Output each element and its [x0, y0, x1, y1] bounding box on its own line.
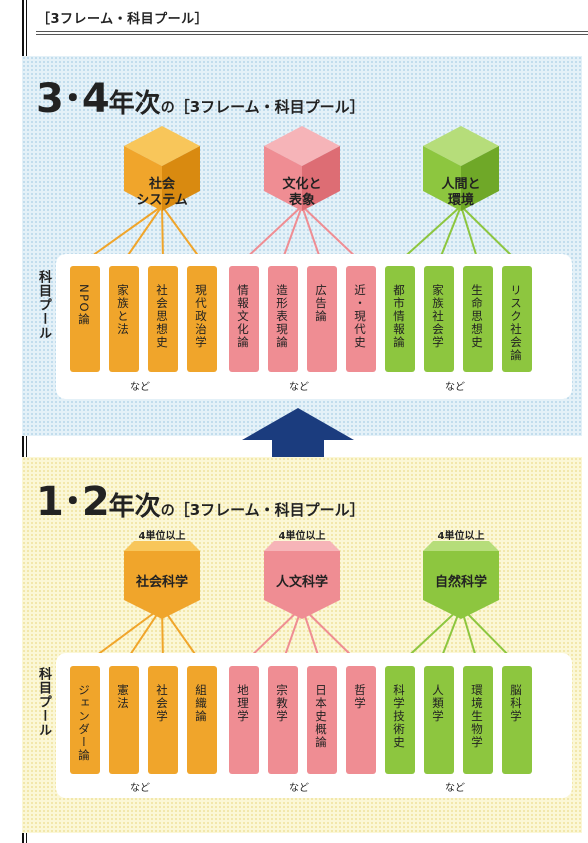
subject-label: 生命思想史 — [470, 284, 484, 349]
subject-label: 地理学 — [236, 684, 250, 723]
lower-prisms — [124, 541, 499, 619]
subject-column: 脳科学 — [502, 666, 532, 774]
subject-column: 都市情報論 — [385, 266, 415, 372]
frame-label-shakai-kagaku: 社会科学 — [135, 575, 188, 590]
subject-label: 広告論 — [314, 284, 328, 323]
frame-label-shakai-system: 社会 システム — [136, 177, 188, 208]
subject-label: 人類学 — [431, 684, 445, 723]
lower-title: 1･2年次の［3フレーム・科目プール］ — [36, 469, 365, 527]
subject-column: 生命思想史 — [463, 266, 493, 372]
lower-panel-1-2: 1･2年次の［3フレーム・科目プール］ 4単位以上 4単位以上 4単位以上 — [22, 457, 582, 833]
nado-label: など — [445, 382, 465, 393]
upper-title: 3･4年次の［3フレーム・科目プール］ — [36, 66, 365, 124]
subject-column: 家族社会学 — [424, 266, 454, 372]
upper-pool-label: 科目プール — [36, 270, 51, 340]
subject-column: リスク社会論 — [502, 266, 532, 372]
nado-label: など — [130, 783, 150, 794]
subject-label: 社会思想史 — [155, 284, 169, 349]
subject-column: 造形表現論 — [268, 266, 298, 372]
upper-panel-3-4: 3･4年次の［3フレーム・科目プール］ — [22, 56, 582, 436]
lower-title-years: 1･2 — [36, 479, 110, 525]
subject-label: 組織論 — [194, 684, 208, 723]
prism-green — [423, 541, 499, 619]
unit-label-shakai: 4単位以上 — [138, 531, 186, 542]
subject-column: 日本史概論 — [307, 666, 337, 774]
upper-title-no: の — [160, 100, 175, 116]
nado-label: など — [289, 382, 309, 393]
subject-label: 近・現代史 — [353, 284, 367, 349]
header-underline — [36, 34, 588, 35]
subject-column: 憲法 — [109, 666, 139, 774]
section-header: ［3フレーム・科目プール］ — [37, 12, 209, 27]
subject-label: 情報文化論 — [236, 284, 250, 349]
subject-label: 社会学 — [155, 684, 169, 723]
subject-column: 広告論 — [307, 266, 337, 372]
prism-orange — [124, 541, 200, 619]
lower-title-nenji: 年次 — [108, 492, 161, 522]
subject-column: 社会思想史 — [148, 266, 178, 372]
nado-label: など — [289, 783, 309, 794]
subject-column: 現代政治学 — [187, 266, 217, 372]
subject-column: 地理学 — [229, 666, 259, 774]
lower-pool-label: 科目プール — [36, 667, 51, 737]
subject-label: リスク社会論 — [509, 284, 523, 362]
upper-connectors — [84, 205, 518, 262]
subject-label: 宗教学 — [275, 684, 289, 723]
subject-column: 組織論 — [187, 666, 217, 774]
subject-label: 環境生物学 — [470, 684, 484, 749]
unit-label-jinbun: 4単位以上 — [278, 531, 326, 542]
frame-label-ningen-kankyo: 人間と 環境 — [441, 177, 481, 208]
subject-column: 情報文化論 — [229, 266, 259, 372]
up-arrow — [242, 408, 354, 458]
subject-column: 家族と法 — [109, 266, 139, 372]
subject-label: 科学技術史 — [392, 684, 406, 749]
header-underline — [36, 31, 588, 32]
subject-column: 人類学 — [424, 666, 454, 774]
subject-label: 現代政治学 — [194, 284, 208, 349]
subject-label: 日本史概論 — [314, 684, 328, 749]
subject-column: 宗教学 — [268, 666, 298, 774]
frame-label-shizen-kagaku: 自然科学 — [434, 575, 487, 590]
frame-label-jinbun-kagaku: 人文科学 — [275, 575, 328, 590]
subject-label: 家族社会学 — [431, 284, 445, 349]
subject-label: 造形表現論 — [275, 284, 289, 349]
subject-label: 都市情報論 — [392, 284, 406, 349]
subject-column: 科学技術史 — [385, 666, 415, 774]
subject-column: 環境生物学 — [463, 666, 493, 774]
unit-label-shizen: 4単位以上 — [437, 531, 485, 542]
subject-label: NPO論 — [77, 284, 91, 327]
lower-title-no: の — [160, 503, 175, 519]
subject-column: 哲学 — [346, 666, 376, 774]
subject-label: 哲学 — [353, 684, 367, 710]
subject-label: 憲法 — [116, 684, 130, 710]
upper-title-sub: ［3フレーム・科目プール］ — [174, 98, 365, 116]
nado-label: など — [445, 783, 465, 794]
subject-column: NPO論 — [70, 266, 100, 372]
lower-title-sub: ［3フレーム・科目プール］ — [174, 501, 365, 519]
prism-pink — [264, 541, 340, 619]
upper-title-years: 3･4 — [36, 76, 110, 122]
subject-column: 近・現代史 — [346, 266, 376, 372]
nado-label: など — [130, 382, 150, 393]
subject-column: ジェンダー論 — [70, 666, 100, 774]
upper-title-nenji: 年次 — [108, 89, 161, 119]
subject-label: 脳科学 — [509, 684, 523, 723]
frame-label-bunka-hyosho: 文化と 表象 — [282, 177, 322, 208]
subject-label: 家族と法 — [116, 284, 130, 336]
subject-label: ジェンダー論 — [77, 684, 91, 762]
subject-column: 社会学 — [148, 666, 178, 774]
